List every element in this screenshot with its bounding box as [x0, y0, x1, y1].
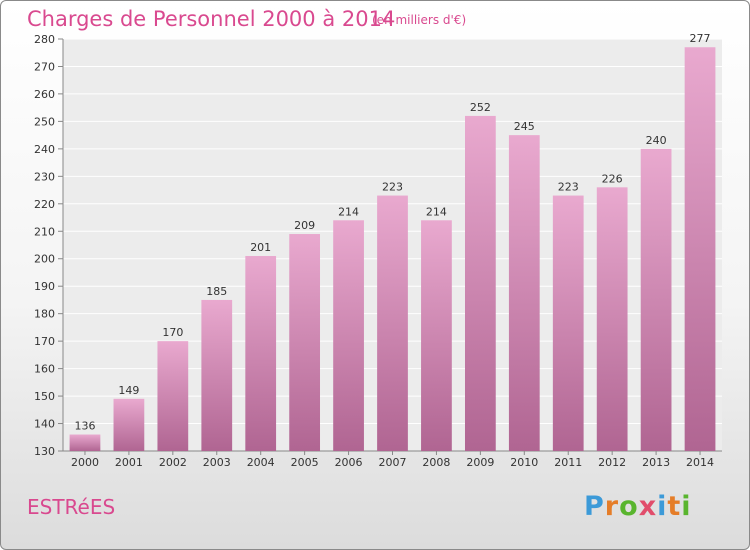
y-axis: 130 140 150 160 170 180 190 200 210 220 230 240 250 2… [34, 33, 55, 458]
logo-letter: i [681, 491, 692, 522]
logo-letter: t [667, 491, 682, 522]
data-label: 223 [558, 181, 579, 194]
bar [377, 195, 408, 451]
proxiti-logo: Proxiti [584, 491, 692, 522]
y-tick-label: 220 [34, 198, 55, 211]
x-tick-label: 2005 [291, 456, 319, 469]
x-tick-label: 2008 [422, 456, 450, 469]
y-tick-label: 210 [34, 225, 55, 238]
bar [245, 255, 277, 451]
data-label: 209 [294, 219, 315, 232]
data-label: 245 [514, 120, 535, 133]
x-tick-label: 2009 [466, 456, 494, 469]
data-label: 240 [646, 134, 667, 147]
y-tick-label: 260 [34, 88, 55, 101]
x-tick-label: 2010 [510, 456, 538, 469]
data-label: 223 [382, 181, 403, 194]
bar [552, 195, 584, 451]
x-tick-label: 2003 [203, 456, 231, 469]
data-label: 214 [338, 205, 359, 218]
x-tick-label: 2014 [686, 456, 714, 469]
logo-letter: x [638, 491, 658, 522]
bar [596, 187, 628, 451]
y-tick-label: 170 [34, 335, 55, 348]
x-tick-label: 2000 [71, 456, 99, 469]
y-tick-label: 190 [34, 280, 55, 293]
x-tick-label: 2011 [554, 456, 582, 469]
logo-letter: r [604, 491, 620, 522]
bar [113, 398, 145, 451]
data-label: 136 [74, 420, 95, 433]
bar [333, 220, 364, 451]
bar [157, 341, 189, 451]
x-tick-label: 2001 [115, 456, 143, 469]
y-tick-label: 130 [34, 445, 55, 458]
chart-subtitle: (en milliers d'€) [372, 13, 467, 27]
x-tick-label: 2004 [247, 456, 275, 469]
bar [640, 148, 672, 451]
bars: 136 149 170 185 201 209 214 223 214 252 245 223 226 2… [69, 32, 716, 452]
chart-title: Charges de Personnel 2000 à 2014 [27, 7, 396, 31]
bar [69, 434, 101, 451]
logo-letter: P [584, 491, 605, 522]
x-tick-label: 2002 [159, 456, 187, 469]
data-label: 149 [118, 384, 139, 397]
data-label: 170 [162, 326, 183, 339]
y-tick-label: 280 [34, 33, 55, 46]
data-label: 201 [250, 241, 271, 254]
y-tick-label: 250 [34, 115, 55, 128]
bar [201, 299, 233, 451]
data-label: 277 [690, 32, 711, 45]
bar [684, 47, 716, 452]
bar [464, 115, 496, 451]
x-tick-label: 2007 [379, 456, 407, 469]
y-tick-label: 140 [34, 418, 55, 431]
bar [421, 220, 452, 451]
x-tick-label: 2012 [598, 456, 626, 469]
data-label: 214 [426, 205, 447, 218]
x-tick-label: 2006 [335, 456, 363, 469]
y-tick-label: 150 [34, 390, 55, 403]
bar [508, 135, 540, 451]
logo-letter: o [619, 491, 639, 522]
data-label: 185 [206, 285, 227, 298]
bar [289, 234, 321, 451]
y-tick-label: 180 [34, 308, 55, 321]
y-tick-label: 200 [34, 253, 55, 266]
x-tick-label: 2013 [642, 456, 670, 469]
y-tick-label: 270 [34, 60, 55, 73]
x-axis: 2000 2001 2002 2003 2004 2005 2006 2007 2008 2009… [71, 451, 714, 469]
y-tick-label: 230 [34, 170, 55, 183]
data-label: 252 [470, 101, 491, 114]
place-name: ESTRéES [27, 495, 116, 519]
y-tick-label: 240 [34, 143, 55, 156]
logo-letter: i [657, 491, 668, 522]
y-tick-label: 160 [34, 363, 55, 376]
data-label: 226 [602, 172, 623, 185]
